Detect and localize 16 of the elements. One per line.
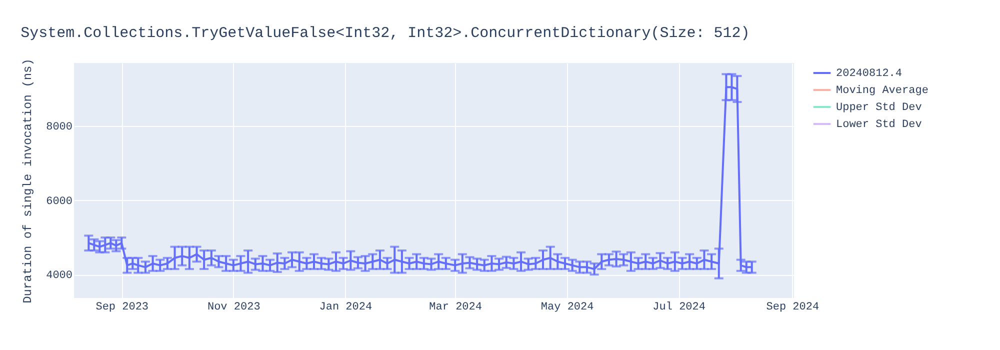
x-tick-label: Nov 2023 xyxy=(207,302,260,314)
x-tick-label: Jan 2024 xyxy=(319,302,372,314)
y-tick-label: 8000 xyxy=(46,122,72,134)
x-tick-label: Sep 2024 xyxy=(766,302,820,314)
x-tick-label: Sep 2023 xyxy=(96,302,149,314)
legend-label: Moving Average xyxy=(836,85,928,97)
x-tick-label: May 2024 xyxy=(540,302,594,314)
legend-label: Lower Std Dev xyxy=(836,119,922,131)
chart-title: System.Collections.TryGetValueFalse<Int32, Int32>.ConcurrentDictionary(Size: 512) xyxy=(20,25,750,42)
x-tick-label: Mar 2024 xyxy=(429,302,482,314)
legend-label: 20240812.4 xyxy=(836,68,902,80)
y-tick-label: 4000 xyxy=(46,270,72,282)
y-tick-label: 6000 xyxy=(46,196,72,208)
legend-label: Upper Std Dev xyxy=(836,102,922,114)
y-axis-title: Duration of single invocation (ns) xyxy=(21,58,36,304)
x-tick-label: Jul 2024 xyxy=(652,302,706,314)
